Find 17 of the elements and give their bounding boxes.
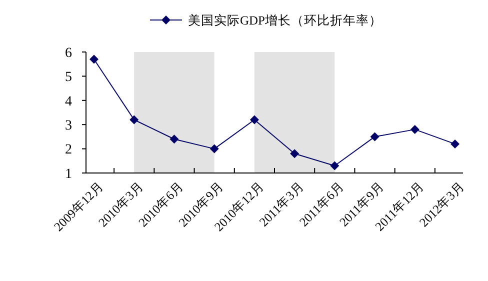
legend-label: 美国实际GDP增长（环比折年率）	[188, 12, 382, 28]
point	[170, 134, 179, 144]
point	[210, 144, 219, 154]
y-tick-label: 6	[65, 46, 72, 61]
y-tick-label: 3	[65, 118, 72, 134]
y-tick-label: 2	[65, 142, 72, 158]
point	[250, 115, 259, 124]
point	[290, 149, 300, 158]
point	[90, 54, 98, 64]
point	[130, 115, 139, 124]
y-tick-label: 4	[65, 94, 72, 110]
point	[370, 132, 380, 142]
point	[330, 161, 340, 170]
y-tick-label: 5	[65, 70, 72, 86]
point	[410, 124, 420, 134]
y-tick-label: 1	[65, 166, 72, 182]
point	[450, 139, 460, 148]
